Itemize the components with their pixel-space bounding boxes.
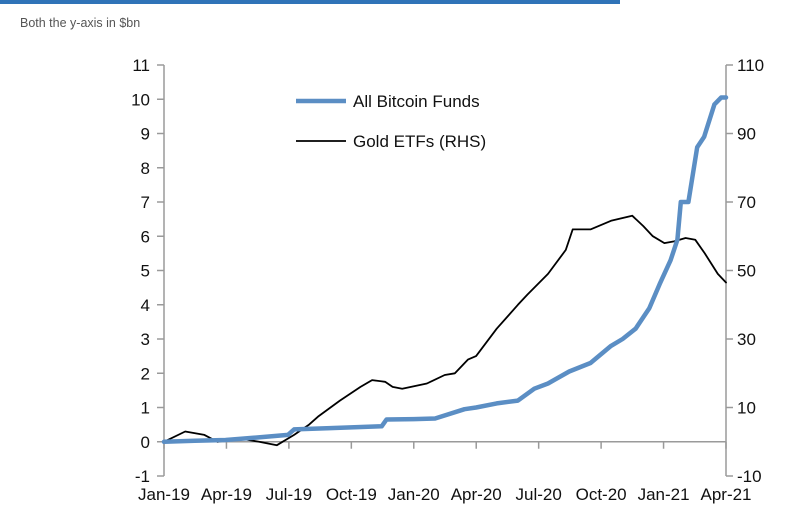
x-tick-label: Jan-19	[138, 485, 190, 504]
y-left-tick-label: 8	[141, 159, 150, 178]
x-tick-label: Oct-19	[326, 485, 377, 504]
y-right-tick-label: 110	[737, 56, 764, 75]
y-left-tick-label: 3	[141, 330, 150, 349]
y-left-tick-label: 7	[141, 193, 150, 212]
x-tick-label: Jul-20	[516, 485, 562, 504]
y-left-tick-label: 10	[131, 90, 150, 109]
y-left-tick-label: 6	[141, 227, 150, 246]
y-right-tick-label: 70	[737, 193, 756, 212]
y-left-tick-label: 5	[141, 262, 150, 281]
x-tick-label: Jan-20	[388, 485, 440, 504]
x-tick-label: Jul-19	[266, 485, 312, 504]
x-tick-label: Jan-21	[638, 485, 690, 504]
x-tick-label: Apr-20	[451, 485, 502, 504]
y-right-tick-label: -10	[737, 467, 762, 486]
x-tick-label: Apr-21	[700, 485, 751, 504]
y-left-tick-label: 1	[141, 399, 150, 418]
y-left-tick-label: 0	[141, 433, 150, 452]
y-right-tick-label: 90	[737, 125, 756, 144]
series-line-gold-etfs-rhs	[163, 214, 727, 447]
y-left-tick-label: 11	[132, 56, 150, 75]
y-right-tick-label: 50	[737, 262, 756, 281]
header-accent-bar	[0, 0, 620, 4]
x-tick-label: Oct-20	[576, 485, 627, 504]
y-left-tick-label: 9	[141, 125, 150, 144]
legend-label-gold-etfs-rhs: Gold ETFs (RHS)	[353, 132, 486, 151]
y-left-tick-label: 4	[141, 296, 150, 315]
y-right-tick-label: 10	[737, 399, 756, 418]
x-tick-label: Apr-19	[201, 485, 252, 504]
chart-subtitle: Both the y-axis in $bn	[20, 16, 141, 30]
series-line-all-bitcoin-funds	[161, 95, 729, 445]
legend-label-all-bitcoin-funds: All Bitcoin Funds	[353, 92, 480, 111]
y-left-tick-label: -1	[135, 467, 150, 486]
y-left-tick-label: 2	[141, 364, 150, 383]
y-right-tick-label: 30	[737, 330, 756, 349]
